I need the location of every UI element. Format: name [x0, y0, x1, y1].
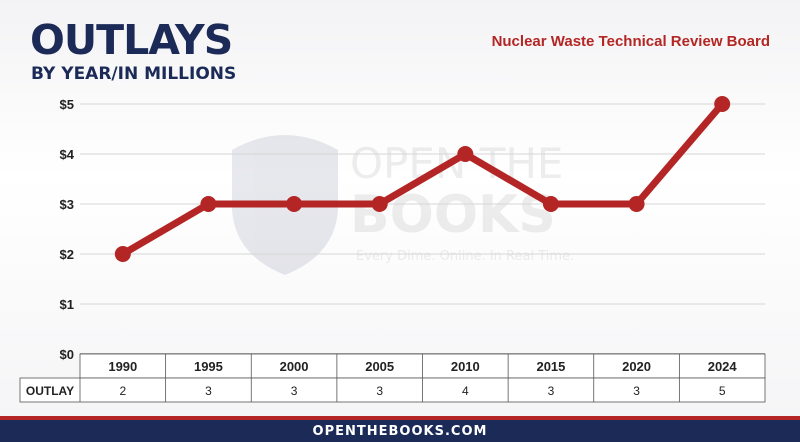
data-point — [371, 196, 388, 212]
table-cell: 3 — [376, 384, 383, 398]
table-row-label: OUTLAY — [26, 384, 74, 398]
watermark-line1: OPEN THE — [350, 139, 563, 188]
y-tick-label: $3 — [60, 197, 74, 212]
data-point — [542, 196, 559, 212]
y-tick-label: $0 — [60, 347, 74, 362]
data-point — [200, 196, 217, 212]
x-tick-label: 2005 — [365, 359, 394, 374]
chart-subtitle: BY YEAR/IN MILLIONS — [31, 64, 237, 84]
data-point — [114, 246, 131, 262]
agency-name: Nuclear Waste Technical Review Board — [491, 33, 770, 50]
x-tick-label: 2015 — [536, 359, 565, 374]
x-tick-label: 2024 — [708, 359, 738, 374]
table-cell: 4 — [462, 384, 469, 398]
line-chart: OPEN THE BOOKS Every Dime. Online. In Re… — [19, 96, 766, 403]
data-point — [286, 196, 303, 212]
table-data-row — [19, 377, 766, 403]
x-tick-label: 2010 — [451, 359, 480, 374]
table-cell: 3 — [205, 384, 212, 398]
series-line — [119, 100, 726, 258]
watermark-line2: BOOKS — [350, 185, 556, 245]
table-cell: 3 — [548, 384, 555, 398]
x-tick-label: 2000 — [280, 359, 309, 374]
x-tick-label: 2020 — [622, 359, 651, 374]
y-tick-label: $2 — [60, 247, 74, 262]
table-cell: 5 — [719, 384, 726, 398]
watermark-tagline: Every Dime. Online. In Real Time. — [356, 249, 574, 264]
table-cell: 3 — [633, 384, 640, 398]
x-tick-label: 1990 — [108, 359, 137, 374]
x-tick-label: 1995 — [194, 359, 223, 374]
data-point — [714, 96, 731, 112]
chart-title: OUTLAYS — [30, 16, 233, 64]
footer-link[interactable]: OPENTHEBOOKS.COM — [312, 423, 488, 439]
footer-bar: OPENTHEBOOKS.COM — [0, 416, 800, 442]
table-cell: 2 — [119, 384, 126, 398]
data-point — [628, 196, 645, 212]
y-tick-label: $5 — [60, 97, 74, 112]
table-cell: 3 — [291, 384, 298, 398]
y-tick-label: $4 — [60, 147, 75, 162]
y-tick-label: $1 — [60, 297, 74, 312]
data-point — [457, 146, 474, 162]
